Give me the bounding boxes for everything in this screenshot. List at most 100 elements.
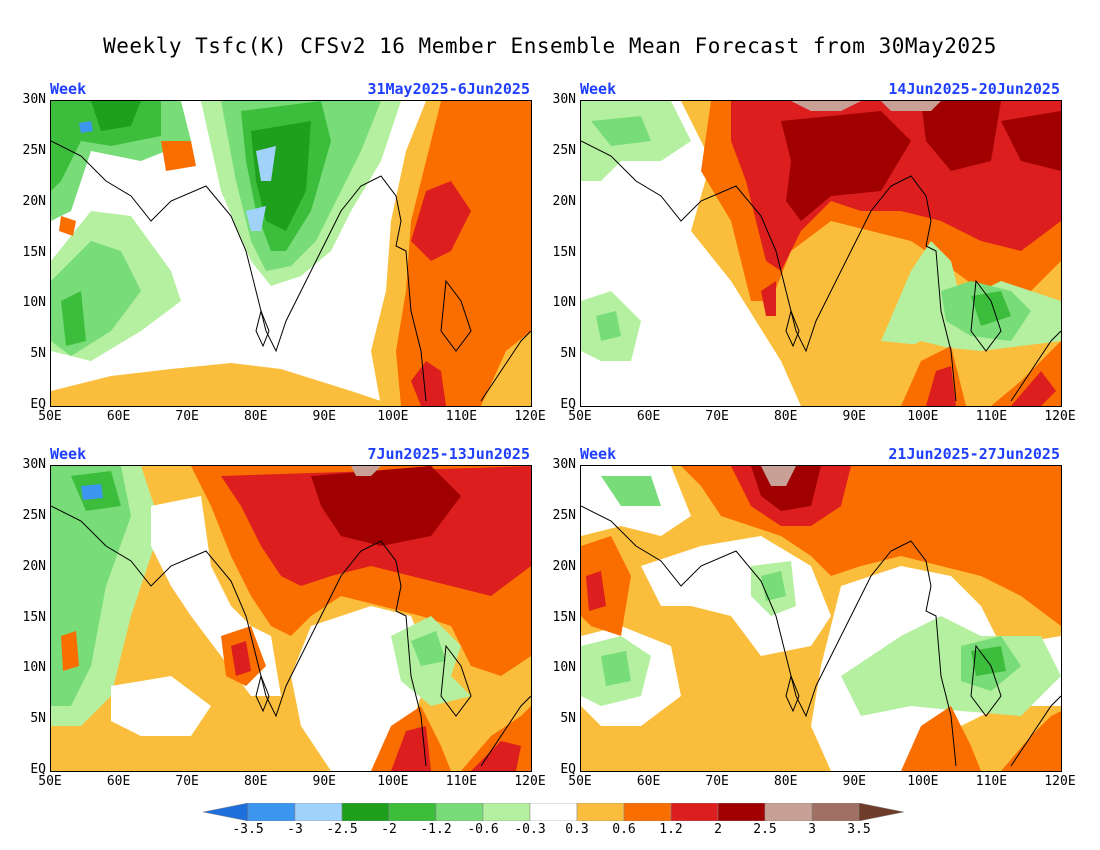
latitude-tick-label: 15N (552, 609, 576, 625)
longitude-tick-label: 60E (106, 774, 131, 789)
latitude-tick-label: EQ (30, 762, 46, 777)
latitude-tick-label: 5N (30, 711, 46, 727)
panel-date-range: 14Jun2025-20Jun2025 (888, 80, 1060, 98)
longitude-tick-label: 50E (38, 774, 62, 789)
colorbar-swatch (623, 803, 672, 821)
colorbar-tick-label: 3.5 (847, 822, 871, 837)
colorbar-swatch (482, 803, 531, 821)
map-frame (50, 100, 532, 407)
longitude-tick-label: 100E (907, 774, 939, 789)
latitude-tick-label: 20N (22, 193, 46, 209)
colorbar-tick-label: -2.5 (326, 822, 358, 837)
colorbar-tick-label: -3.5 (232, 822, 264, 837)
colorbar-swatch (576, 803, 625, 821)
longitude-tick-label: 110E (445, 774, 478, 789)
colorbar-tick-label: -0.3 (514, 822, 546, 837)
longitude-tick-label: 90E (312, 409, 337, 424)
panel-date-range: 7Jun2025-13Jun2025 (367, 445, 530, 463)
panel-date-range: 21Jun2025-27Jun2025 (888, 445, 1060, 463)
colorbar-tick-label: -1.2 (420, 822, 452, 837)
colorbar-tick-label: -2 (381, 822, 397, 837)
longitude-tick-label: 60E (106, 409, 131, 424)
colorbar-tick-label: 1.2 (659, 822, 683, 837)
colorbar-tick-label: -3 (287, 822, 303, 837)
latitude-tick-label: 10N (552, 295, 576, 311)
latitude-tick-label: 20N (552, 193, 576, 209)
longitude-tick-label: 110E (445, 409, 478, 424)
colorbar-swatch (203, 803, 249, 821)
longitude-tick-label: 80E (773, 409, 798, 424)
colorbar-swatch (717, 803, 766, 821)
longitude-tick-label: 120E (514, 409, 546, 424)
longitude-tick-label: 50E (38, 409, 62, 424)
colorbar (203, 803, 905, 821)
longitude-tick-label: 80E (243, 774, 268, 789)
longitude-tick-label: 110E (975, 774, 1008, 789)
colorbar-swatch (670, 803, 719, 821)
longitude-tick-label: 90E (312, 774, 337, 789)
latitude-tick-label: 20N (22, 558, 46, 574)
colorbar-tick-label: 3 (808, 822, 816, 837)
longitude-tick-label: 70E (705, 409, 729, 424)
longitude-tick-label: 70E (175, 774, 199, 789)
latitude-tick-label: 25N (552, 142, 576, 158)
longitude-tick-label: 60E (636, 409, 661, 424)
longitude-tick-label: 70E (705, 774, 729, 789)
figure-title: Weekly Tsfc(K) CFSv2 16 Member Ensemble … (103, 34, 997, 58)
latitude-tick-label: 30N (22, 457, 46, 472)
panel-date-range: 31May2025-6Jun2025 (367, 80, 530, 98)
latitude-tick-label: 15N (552, 244, 576, 260)
temperature-anomaly-map (581, 101, 1061, 406)
latitude-tick-label: EQ (560, 397, 576, 412)
longitude-tick-label: 100E (907, 409, 939, 424)
longitude-tick-label: 120E (1044, 409, 1076, 424)
colorbar-swatch (811, 803, 860, 821)
longitude-tick-label: 50E (568, 774, 592, 789)
colorbar-tick-label: 0.3 (565, 822, 589, 837)
longitude-tick-label: 50E (568, 409, 592, 424)
longitude-tick-label: 60E (636, 774, 661, 789)
latitude-tick-label: 15N (22, 244, 46, 260)
latitude-tick-label: 25N (22, 142, 46, 158)
colorbar-swatch (341, 803, 390, 821)
colorbar-swatch (388, 803, 437, 821)
longitude-tick-label: 90E (842, 409, 867, 424)
colorbar-tick-label: 0.6 (612, 822, 636, 837)
colorbar-swatch (858, 803, 905, 821)
temperature-anomaly-map (51, 101, 531, 406)
latitude-tick-label: 10N (22, 295, 46, 311)
temperature-anomaly-map (51, 466, 531, 771)
longitude-tick-label: 80E (773, 774, 798, 789)
colorbar-swatch (529, 803, 578, 821)
longitude-tick-label: 120E (1044, 774, 1076, 789)
longitude-tick-label: 100E (377, 774, 409, 789)
longitude-tick-label: 100E (377, 409, 409, 424)
colorbar-swatch (435, 803, 484, 821)
map-frame (580, 465, 1062, 772)
longitude-tick-label: 110E (975, 409, 1008, 424)
temperature-anomaly-map (581, 466, 1061, 771)
colorbar-swatch (764, 803, 813, 821)
longitude-tick-label: 90E (842, 774, 867, 789)
latitude-tick-label: 20N (552, 558, 576, 574)
latitude-tick-label: 10N (22, 660, 46, 676)
latitude-tick-label: 15N (22, 609, 46, 625)
colorbar-tick-label: 2.5 (753, 822, 777, 837)
map-frame (50, 465, 532, 772)
latitude-tick-label: 25N (552, 507, 576, 523)
latitude-tick-label: 5N (560, 711, 576, 727)
longitude-tick-label: 80E (243, 409, 268, 424)
colorbar-tick-label: -0.6 (467, 822, 499, 837)
latitude-tick-label: 30N (552, 457, 576, 472)
latitude-tick-label: 10N (552, 660, 576, 676)
latitude-tick-label: EQ (30, 397, 46, 412)
latitude-tick-label: EQ (560, 762, 576, 777)
latitude-tick-label: 30N (552, 92, 576, 107)
colorbar-swatch (294, 803, 343, 821)
longitude-tick-label: 70E (175, 409, 199, 424)
colorbar-swatch (247, 803, 296, 821)
latitude-tick-label: 5N (560, 346, 576, 362)
longitude-tick-label: 120E (514, 774, 546, 789)
colorbar-tick-label: 2 (714, 822, 722, 837)
latitude-tick-label: 30N (22, 92, 46, 107)
